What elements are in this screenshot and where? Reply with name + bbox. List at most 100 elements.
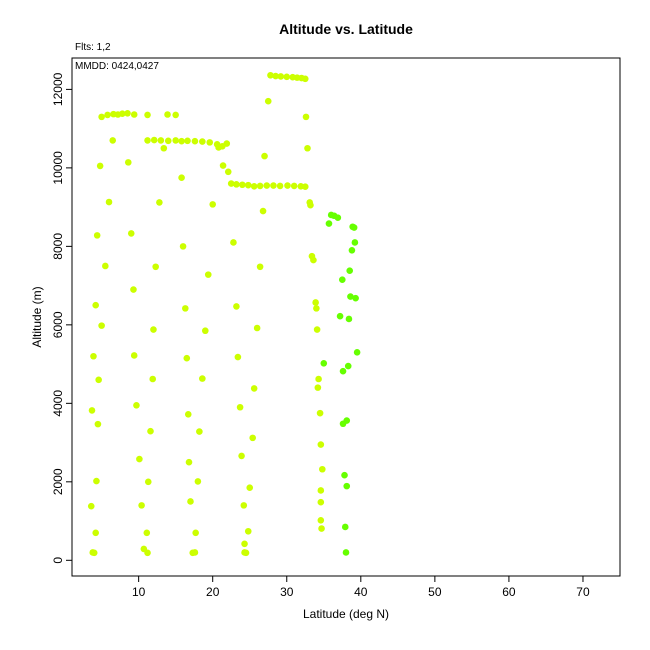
- data-point: [249, 434, 256, 442]
- data-point: [352, 294, 359, 302]
- data-point: [233, 303, 240, 310]
- data-point: [318, 525, 325, 532]
- data-point: [160, 144, 168, 152]
- data-point: [156, 199, 163, 206]
- data-point: [320, 360, 328, 367]
- data-point: [238, 452, 245, 460]
- data-point: [150, 326, 157, 333]
- data-point: [183, 354, 191, 362]
- data-point: [302, 113, 310, 121]
- data-point: [127, 230, 135, 237]
- data-point: [124, 110, 131, 117]
- data-point: [90, 352, 97, 360]
- data-point: [272, 72, 279, 80]
- data-point: [290, 182, 298, 190]
- x-axis-label: Latitude (deg N): [303, 607, 389, 621]
- data-point: [241, 540, 248, 548]
- data-point: [256, 263, 264, 271]
- data-point: [196, 428, 203, 435]
- data-point: [223, 140, 231, 147]
- data-point: [152, 263, 159, 271]
- data-point: [144, 549, 151, 557]
- data-point: [149, 375, 157, 383]
- data-point: [182, 305, 189, 312]
- data-point: [95, 376, 102, 384]
- data-point: [338, 276, 346, 284]
- data-point: [267, 71, 274, 79]
- data-point: [336, 312, 344, 320]
- data-point: [261, 152, 268, 160]
- data-points: [87, 71, 361, 557]
- y-tick-label: 4000: [51, 390, 65, 417]
- data-point: [353, 349, 361, 356]
- data-point: [157, 137, 165, 144]
- data-point: [204, 271, 212, 278]
- data-point: [187, 498, 194, 505]
- data-point: [98, 322, 105, 329]
- data-point: [178, 174, 185, 181]
- data-point: [124, 159, 132, 166]
- data-point: [94, 420, 102, 428]
- data-point: [147, 427, 154, 435]
- data-point: [109, 137, 117, 144]
- data-point: [133, 401, 140, 409]
- data-point: [240, 502, 248, 509]
- data-point: [317, 441, 325, 448]
- data-point: [277, 73, 285, 80]
- data-point: [136, 455, 143, 463]
- data-point: [179, 243, 187, 250]
- data-point: [150, 136, 158, 144]
- data-point: [250, 183, 258, 190]
- data-point: [344, 362, 352, 370]
- data-point: [224, 168, 232, 176]
- data-point: [144, 137, 151, 144]
- data-point: [199, 138, 206, 145]
- data-point: [246, 484, 254, 492]
- data-point: [92, 301, 99, 309]
- x-tick-label: 60: [502, 585, 516, 599]
- chart-title: Altitude vs. Latitude: [279, 21, 413, 37]
- data-point: [209, 201, 217, 208]
- data-point: [184, 411, 192, 418]
- data-point: [90, 549, 98, 557]
- data-point: [144, 111, 151, 119]
- x-tick-label: 30: [280, 585, 294, 599]
- data-point: [283, 73, 291, 81]
- data-point: [191, 137, 199, 145]
- data-point: [215, 144, 222, 151]
- data-point: [206, 139, 214, 146]
- data-point: [93, 232, 101, 239]
- y-tick-label: 2000: [51, 468, 65, 495]
- data-point: [270, 182, 277, 189]
- data-point: [219, 162, 227, 169]
- data-point: [130, 352, 138, 359]
- data-point: [201, 327, 209, 335]
- data-point: [172, 111, 179, 119]
- data-point: [316, 409, 324, 417]
- y-tick-label: 8000: [51, 233, 65, 260]
- x-tick-label: 10: [132, 585, 146, 599]
- y-tick-label: 6000: [51, 311, 65, 338]
- data-point: [284, 182, 291, 189]
- data-point: [317, 498, 325, 506]
- data-point: [259, 207, 267, 215]
- data-point: [301, 183, 309, 191]
- data-point: [244, 527, 252, 535]
- data-point: [317, 487, 325, 494]
- data-point: [88, 407, 96, 414]
- data-point: [342, 549, 350, 556]
- data-point: [164, 111, 171, 118]
- data-point: [191, 549, 199, 556]
- data-point: [130, 286, 137, 293]
- data-point: [256, 182, 264, 190]
- data-point: [144, 478, 152, 486]
- data-point: [92, 529, 99, 537]
- data-point: [250, 385, 258, 392]
- data-point: [178, 137, 185, 145]
- x-axis: 10 20 30 40 50 60 70: [132, 575, 590, 599]
- data-point: [263, 182, 271, 189]
- y-axis: 0 2000 4000 6000 8000 10000 12000: [51, 72, 73, 564]
- data-point: [310, 256, 317, 264]
